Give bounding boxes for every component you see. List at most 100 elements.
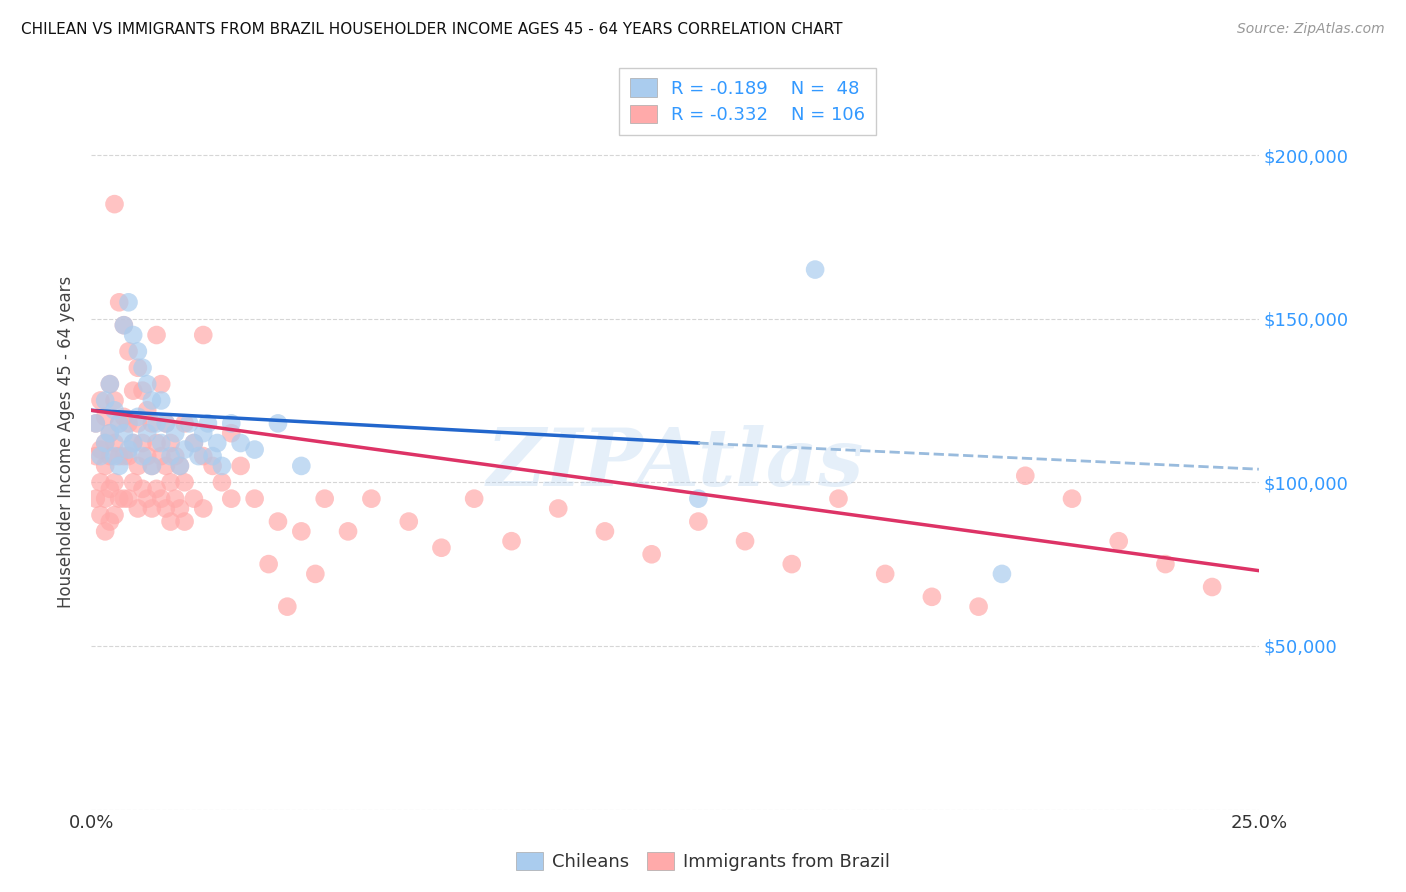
Point <box>136 426 159 441</box>
Point <box>112 318 135 333</box>
Point <box>193 426 215 441</box>
Point <box>290 524 312 539</box>
Point <box>131 482 153 496</box>
Point <box>187 449 209 463</box>
Point <box>159 449 181 463</box>
Point <box>967 599 990 614</box>
Point <box>131 436 153 450</box>
Point <box>98 426 121 441</box>
Point <box>117 449 139 463</box>
Point <box>211 475 233 490</box>
Point <box>98 515 121 529</box>
Point <box>173 417 195 431</box>
Point <box>89 449 111 463</box>
Point <box>145 482 167 496</box>
Point <box>169 501 191 516</box>
Point <box>112 409 135 424</box>
Point <box>991 566 1014 581</box>
Point <box>89 508 111 522</box>
Point <box>173 515 195 529</box>
Point <box>145 417 167 431</box>
Point <box>122 475 145 490</box>
Point <box>117 442 139 457</box>
Point <box>122 436 145 450</box>
Point <box>1201 580 1223 594</box>
Point <box>141 458 163 473</box>
Point <box>150 491 173 506</box>
Point <box>112 318 135 333</box>
Point <box>108 417 131 431</box>
Point <box>103 508 125 522</box>
Point <box>131 384 153 398</box>
Point <box>640 547 662 561</box>
Point <box>257 557 280 571</box>
Point <box>98 426 121 441</box>
Point <box>127 501 149 516</box>
Point <box>688 515 710 529</box>
Point <box>593 524 616 539</box>
Point <box>219 426 242 441</box>
Point <box>150 436 173 450</box>
Point <box>165 491 187 506</box>
Point <box>98 449 121 463</box>
Point <box>141 393 163 408</box>
Point <box>98 377 121 392</box>
Point <box>197 417 219 431</box>
Point <box>734 534 756 549</box>
Point <box>804 262 827 277</box>
Point <box>173 475 195 490</box>
Point <box>94 393 117 408</box>
Legend: R = -0.189    N =  48, R = -0.332    N = 106: R = -0.189 N = 48, R = -0.332 N = 106 <box>619 68 876 135</box>
Point <box>219 417 242 431</box>
Point <box>193 501 215 516</box>
Point <box>84 491 107 506</box>
Point <box>145 436 167 450</box>
Point <box>155 417 177 431</box>
Point <box>117 491 139 506</box>
Point <box>136 449 159 463</box>
Point <box>165 449 187 463</box>
Point <box>108 417 131 431</box>
Point <box>1060 491 1083 506</box>
Point <box>141 458 163 473</box>
Point <box>84 417 107 431</box>
Point <box>201 458 224 473</box>
Point <box>94 409 117 424</box>
Point <box>201 449 224 463</box>
Point <box>112 426 135 441</box>
Text: Source: ZipAtlas.com: Source: ZipAtlas.com <box>1237 22 1385 37</box>
Point <box>112 491 135 506</box>
Point <box>127 344 149 359</box>
Point <box>131 449 153 463</box>
Point <box>1154 557 1177 571</box>
Point <box>141 501 163 516</box>
Point <box>155 501 177 516</box>
Point <box>243 442 266 457</box>
Point <box>98 377 121 392</box>
Point <box>94 436 117 450</box>
Point <box>108 295 131 310</box>
Point <box>155 417 177 431</box>
Point <box>98 482 121 496</box>
Point <box>89 475 111 490</box>
Point <box>136 491 159 506</box>
Point <box>207 436 229 450</box>
Point <box>108 491 131 506</box>
Point <box>117 295 139 310</box>
Point <box>108 458 131 473</box>
Point <box>159 475 181 490</box>
Point <box>94 458 117 473</box>
Point <box>430 541 453 555</box>
Point <box>219 491 242 506</box>
Point <box>150 393 173 408</box>
Point <box>183 436 205 450</box>
Legend: Chileans, Immigrants from Brazil: Chileans, Immigrants from Brazil <box>509 845 897 879</box>
Point <box>127 458 149 473</box>
Point <box>159 515 181 529</box>
Point <box>89 442 111 457</box>
Point <box>122 436 145 450</box>
Point <box>290 458 312 473</box>
Point <box>183 491 205 506</box>
Y-axis label: Householder Income Ages 45 - 64 years: Householder Income Ages 45 - 64 years <box>58 276 75 607</box>
Point <box>141 417 163 431</box>
